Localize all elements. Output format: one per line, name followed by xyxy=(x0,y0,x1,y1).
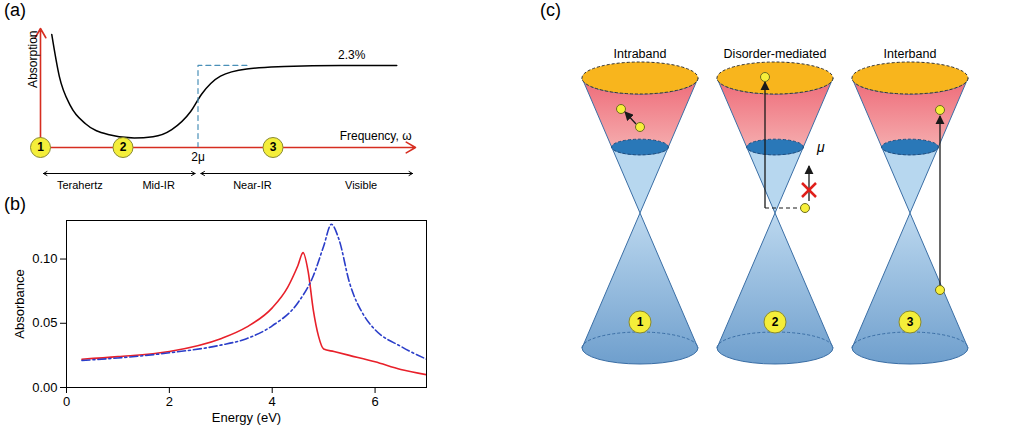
svg-text:6: 6 xyxy=(371,394,378,409)
svg-text:Near-IR: Near-IR xyxy=(233,179,272,191)
svg-text:0.10: 0.10 xyxy=(32,251,57,266)
svg-text:μ: μ xyxy=(816,139,825,155)
html-text:(a): (a) xyxy=(4,0,26,20)
svg-text:3: 3 xyxy=(907,315,914,329)
svg-text:Mid-IR: Mid-IR xyxy=(142,179,174,191)
svg-text:Energy (eV): Energy (eV) xyxy=(212,410,281,425)
svg-text:Absorption: Absorption xyxy=(26,31,40,88)
svg-text:0.05: 0.05 xyxy=(32,315,57,330)
svg-text:Interband: Interband xyxy=(884,47,937,61)
svg-text:Absorbance: Absorbance xyxy=(12,269,27,338)
svg-text:Terahertz: Terahertz xyxy=(57,179,103,191)
svg-text:Frequency, ω: Frequency, ω xyxy=(340,129,412,143)
svg-text:3: 3 xyxy=(270,140,277,154)
svg-text:Disorder-mediated: Disorder-mediated xyxy=(724,47,827,61)
svg-text:2: 2 xyxy=(772,315,779,329)
svg-text:2: 2 xyxy=(166,394,173,409)
svg-text:4: 4 xyxy=(269,394,276,409)
svg-text:Intraband: Intraband xyxy=(614,47,667,61)
html-text:(b): (b) xyxy=(4,194,26,214)
svg-text:1: 1 xyxy=(637,315,644,329)
html-text:(c): (c) xyxy=(540,0,561,20)
svg-text:1: 1 xyxy=(37,140,44,154)
svg-text:0: 0 xyxy=(63,394,70,409)
svg-text:2.3%: 2.3% xyxy=(338,48,366,62)
svg-text:2: 2 xyxy=(120,140,127,154)
svg-text:0.00: 0.00 xyxy=(32,380,57,395)
svg-text:2μ: 2μ xyxy=(191,150,205,164)
svg-text:Visible: Visible xyxy=(345,179,377,191)
